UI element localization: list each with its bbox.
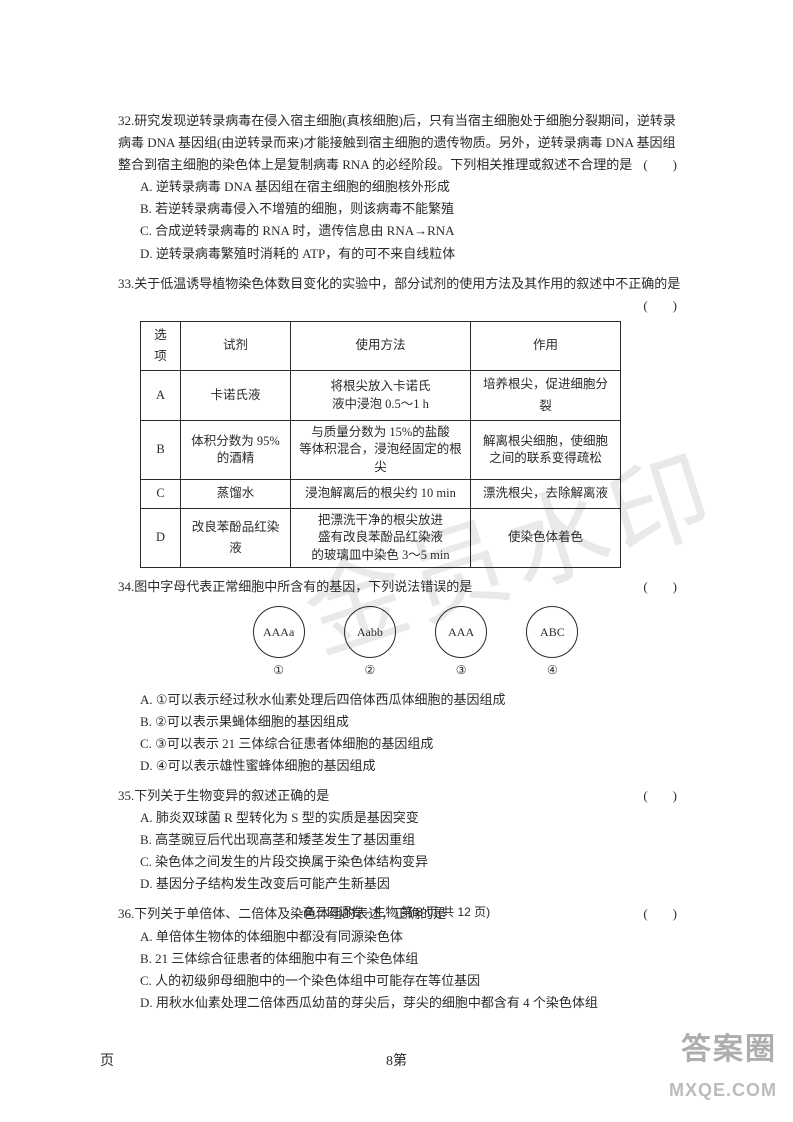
- question-36: 36.下列关于单倍体、二倍体及染色体组的表述，正确的是 ( ) A. 单倍体生物…: [118, 903, 683, 1013]
- q33-number: 33.: [118, 276, 134, 291]
- q32-paren: ( ): [643, 154, 683, 176]
- q35-paren: ( ): [643, 785, 683, 807]
- q32-opt-b: B. 若逆转录病毒侵入不增殖的细胞，则该病毒不能繁殖: [118, 198, 683, 220]
- cell: 卡诺氏液: [181, 371, 291, 421]
- cell: 蒸馏水: [181, 480, 291, 508]
- th-reagent: 试剂: [181, 321, 291, 371]
- q34-opt-a: A. ①可以表示经过秋水仙素处理后四倍体西瓜体细胞的基因组成: [118, 689, 683, 711]
- circle-1: AAAa ①: [253, 606, 305, 680]
- cell: 改良苯酚品红染液: [181, 508, 291, 568]
- q36-opt-a: A. 单倍体生物体的体细胞中都没有同源染色体: [118, 926, 683, 948]
- q33-text: 关于低温诱导植物染色体数目变化的实验中，部分试剂的使用方法及其作用的叙述中不正确…: [134, 276, 680, 291]
- q33-table: 选项 试剂 使用方法 作用 A 卡诺氏液 将根尖放入卡诺氏液中浸泡 0.5～1 …: [140, 321, 621, 568]
- cell: B: [141, 420, 181, 480]
- circle-4-label: ABC: [526, 606, 578, 658]
- q36-opt-b: B. 21 三体综合征患者的体细胞中有三个染色体组: [118, 948, 683, 970]
- q32-opt-c: C. 合成逆转录病毒的 RNA 时，遗传信息由 RNA→RNA: [118, 220, 683, 242]
- q35-opt-a: A. 肺炎双球菌 R 型转化为 S 型的实质是基因突变: [118, 807, 683, 829]
- circle-3: AAA ③: [435, 606, 487, 680]
- q36-text: 下列关于单倍体、二倍体及染色体组的表述，正确的是: [134, 906, 446, 921]
- cell: 使染色体着色: [471, 508, 621, 568]
- q35-opt-b: B. 高茎豌豆后代出现高茎和矮茎发生了基因重组: [118, 829, 683, 851]
- circle-3-label: AAA: [435, 606, 487, 658]
- q32-opt-a: A. 逆转录病毒 DNA 基因组在宿主细胞的细胞核外形成: [118, 176, 683, 198]
- question-32: 32.研究发现逆转录病毒在侵入宿主细胞(真核细胞)后，只有当宿主细胞处于细胞分裂…: [118, 110, 683, 265]
- q35-text: 下列关于生物变异的叙述正确的是: [134, 788, 329, 803]
- cell: 体积分数为 95%的酒精: [181, 420, 291, 480]
- q35-number: 35.: [118, 788, 134, 803]
- q34-opt-b: B. ②可以表示果蝇体细胞的基因组成: [118, 711, 683, 733]
- q32-opt-d: D. 逆转录病毒繁殖时消耗的 ATP，有的可不来自线粒体: [118, 243, 683, 265]
- q33-paren: ( ): [643, 295, 683, 317]
- cell: 把漂洗干净的根尖放进盛有改良苯酚品红染液的玻璃皿中染色 3～5 min: [291, 508, 471, 568]
- page-bottom-left: 页: [100, 1050, 114, 1074]
- table-header-row: 选项 试剂 使用方法 作用: [141, 321, 621, 371]
- q34-text: 图中字母代表正常细胞中所含有的基因，下列说法错误的是: [134, 579, 472, 594]
- circle-1-num: ①: [253, 660, 305, 680]
- circle-2: Aabb ②: [344, 606, 396, 680]
- q36-opt-d: D. 用秋水仙素处理二倍体西瓜幼苗的芽尖后，芽尖的细胞中都含有 4 个染色体组: [118, 992, 683, 1014]
- q35-opt-d: D. 基因分子结构发生改变后可能产生新基因: [118, 873, 683, 895]
- cell: 将根尖放入卡诺氏液中浸泡 0.5～1 h: [291, 371, 471, 421]
- circle-2-label: Aabb: [344, 606, 396, 658]
- table-row: D 改良苯酚品红染液 把漂洗干净的根尖放进盛有改良苯酚品红染液的玻璃皿中染色 3…: [141, 508, 621, 568]
- q34-opt-c: C. ③可以表示 21 三体综合征患者体细胞的基因组成: [118, 733, 683, 755]
- q34-opt-d: D. ④可以表示雄性蜜蜂体细胞的基因组成: [118, 755, 683, 777]
- corner-watermark: 答案圈 MXQE.COM: [669, 1024, 777, 1106]
- question-35: 35.下列关于生物变异的叙述正确的是 ( ) A. 肺炎双球菌 R 型转化为 S…: [118, 785, 683, 895]
- circle-2-num: ②: [344, 660, 396, 680]
- q35-opt-c: C. 染色体之间发生的片段交换属于染色体结构变异: [118, 851, 683, 873]
- page-content: 32.研究发现逆转录病毒在侵入宿主细胞(真核细胞)后，只有当宿主细胞处于细胞分裂…: [118, 110, 683, 1014]
- q32-number: 32.: [118, 113, 134, 128]
- question-33: 33.关于低温诱导植物染色体数目变化的实验中，部分试剂的使用方法及其作用的叙述中…: [118, 273, 683, 568]
- cell: 解离根尖细胞，使细胞之间的联系变得疏松: [471, 420, 621, 480]
- cell: A: [141, 371, 181, 421]
- table-row: B 体积分数为 95%的酒精 与质量分数为 15%的盐酸等体积混合，浸泡经固定的…: [141, 420, 621, 480]
- th-option: 选项: [141, 321, 181, 371]
- cell: C: [141, 480, 181, 508]
- circle-4: ABC ④: [526, 606, 578, 680]
- corner-wm-line1: 答案圈: [669, 1024, 777, 1075]
- cell: 漂洗根尖，去除解离液: [471, 480, 621, 508]
- th-effect: 作用: [471, 321, 621, 371]
- cell: 与质量分数为 15%的盐酸等体积混合，浸泡经固定的根尖: [291, 420, 471, 480]
- q32-text: 研究发现逆转录病毒在侵入宿主细胞(真核细胞)后，只有当宿主细胞处于细胞分裂期间，…: [118, 113, 676, 172]
- q36-number: 36.: [118, 906, 134, 921]
- circle-4-num: ④: [526, 660, 578, 680]
- q34-circles: AAAa ① Aabb ② AAA ③ ABC ④: [118, 606, 683, 680]
- q34-paren: ( ): [643, 576, 683, 598]
- q36-paren: ( ): [643, 903, 683, 925]
- question-34: 34.图中字母代表正常细胞中所含有的基因，下列说法错误的是 ( ) AAAa ①…: [118, 576, 683, 777]
- cell: 培养根尖，促进细胞分裂: [471, 371, 621, 421]
- table-row: A 卡诺氏液 将根尖放入卡诺氏液中浸泡 0.5～1 h 培养根尖，促进细胞分裂: [141, 371, 621, 421]
- cell: 浸泡解离后的根尖约 10 min: [291, 480, 471, 508]
- th-method: 使用方法: [291, 321, 471, 371]
- circle-3-num: ③: [435, 660, 487, 680]
- corner-wm-line2: MXQE.COM: [669, 1075, 777, 1106]
- q34-number: 34.: [118, 579, 134, 594]
- cell: D: [141, 508, 181, 568]
- q36-opt-c: C. 人的初级卵母细胞中的一个染色体组中可能存在等位基因: [118, 970, 683, 992]
- table-row: C 蒸馏水 浸泡解离后的根尖约 10 min 漂洗根尖，去除解离液: [141, 480, 621, 508]
- circle-1-label: AAAa: [253, 606, 305, 658]
